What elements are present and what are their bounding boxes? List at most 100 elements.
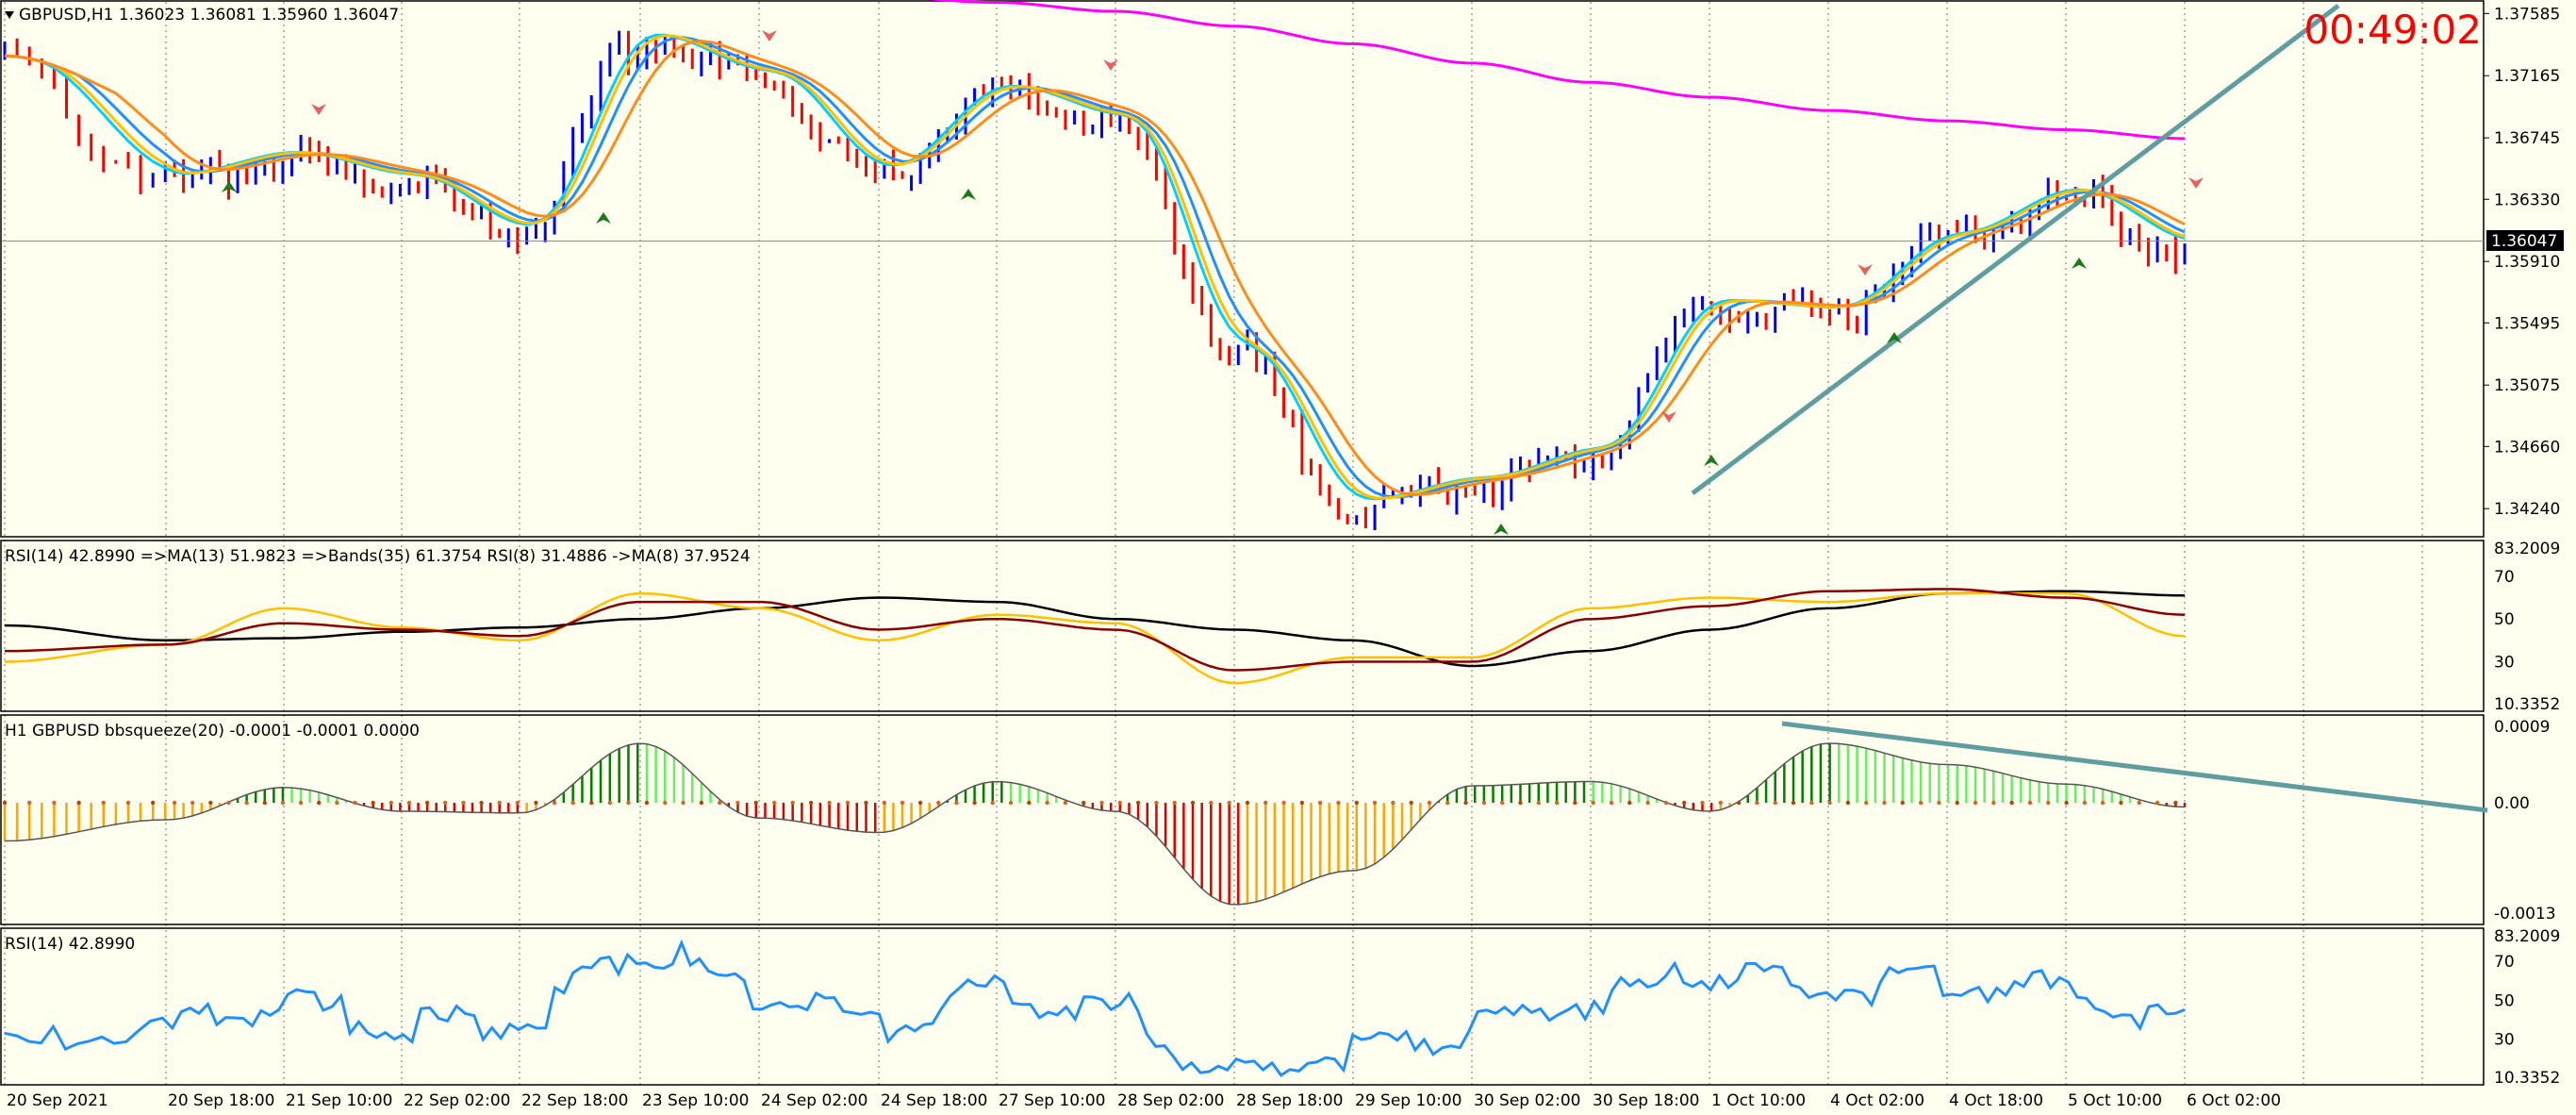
rsi-ma-panel-label: RSI(14) 42.8990 =>MA(13) 51.9823 =>Bands… — [5, 547, 751, 566]
price-axis-label: 1.35075 — [2494, 376, 2560, 395]
time-axis-label: 30 Sep 02:00 — [1474, 1091, 1580, 1110]
bbsqueeze-panel — [2, 721, 2488, 906]
squeeze-dot — [1227, 800, 1231, 806]
squeeze-dot — [1372, 800, 1378, 806]
buy-signal-arrow-icon — [961, 189, 976, 200]
squeeze-dot — [772, 800, 777, 806]
squeeze-dot — [1573, 800, 1577, 806]
squeeze-dot — [1864, 800, 1869, 806]
ma-yellow-line — [4, 34, 2186, 500]
squeeze-dot — [936, 800, 941, 806]
axes: 20 Sep 2021 20 Sep 18:00 21 Sep 10:00 22 Se… — [7, 5, 2560, 1110]
time-axis-label: 29 Sep 10:00 — [1355, 1091, 1461, 1110]
rsi-axis-label: 30 — [2494, 1031, 2515, 1050]
time-axis-label: 5 Oct 10:00 — [2068, 1091, 2162, 1110]
squeeze-dot — [2046, 800, 2051, 806]
squeeze-dot — [1209, 800, 1214, 806]
squeeze-dot — [699, 800, 704, 806]
squeeze-dot — [52, 800, 57, 806]
squeeze-dot — [990, 800, 995, 806]
squeeze-dot — [900, 800, 905, 806]
time-axis-label: 22 Sep 02:00 — [404, 1091, 510, 1110]
squeeze-envelope — [4, 742, 2186, 906]
squeeze-dot — [1427, 800, 1432, 806]
squeeze-dot — [2100, 800, 2105, 806]
squeeze-dot — [1245, 800, 1250, 806]
price-axis-label: 1.37165 — [2494, 67, 2560, 86]
time-axis-label: 27 Sep 10:00 — [999, 1091, 1105, 1110]
buy-signal-arrow-icon — [1494, 524, 1509, 535]
squeeze-dot — [497, 800, 502, 806]
price-panel-frame — [0, 0, 2485, 538]
squeeze-dot — [827, 800, 832, 806]
price-axis-label: 1.37585 — [2494, 5, 2560, 24]
squeeze-dot — [125, 800, 131, 806]
squeeze-dot — [2155, 800, 2160, 806]
squeeze-dot — [1082, 800, 1086, 806]
squeeze-dot — [1409, 800, 1413, 806]
squeeze-dot — [681, 800, 685, 806]
sell-signal-arrow-icon — [1858, 264, 1873, 275]
bbsqueeze-axis-label: -0.0013 — [2494, 905, 2556, 924]
squeeze-dot — [1955, 800, 1959, 806]
time-axis-label: 22 Sep 18:00 — [521, 1091, 628, 1110]
squeeze-dot — [2173, 800, 2178, 806]
squeeze-dot — [1554, 800, 1560, 806]
buy-signal-arrow-icon — [1887, 332, 1902, 343]
long-ma-line — [926, 0, 2186, 141]
rsi-axis-label: 83.2009 — [2494, 927, 2560, 946]
chart-menu-triangle-icon[interactable] — [5, 11, 14, 19]
bbsqueeze-axis-label: 0.00 — [2494, 794, 2530, 813]
squeeze-dot — [515, 800, 520, 806]
squeeze-dot — [607, 800, 613, 806]
price-panel — [2, 0, 2484, 535]
squeeze-dot — [1354, 800, 1359, 806]
squeeze-dot — [1172, 800, 1177, 806]
bid-price-box — [2486, 230, 2564, 251]
time-axis-label: 20 Sep 2021 — [7, 1091, 108, 1110]
squeeze-dot — [2119, 800, 2123, 806]
symbol-label: GBPUSD,H1 1.36023 1.36081 1.35960 1.3604… — [19, 6, 399, 25]
squeeze-dot — [1627, 800, 1632, 806]
squeeze-dot — [1736, 800, 1742, 806]
squeeze-dot — [317, 800, 322, 806]
rsi-panel — [4, 939, 2186, 1077]
squeeze-dot — [1299, 800, 1305, 806]
panel-labels: GBPUSD,H1 1.36023 1.36081 1.35960 1.3604… — [5, 6, 751, 954]
squeeze-dot — [534, 800, 538, 806]
squeeze-dot — [1681, 800, 1687, 806]
squeeze-dot — [1536, 800, 1541, 806]
squeeze-dot — [552, 800, 557, 806]
squeeze-dot — [954, 800, 959, 806]
rsi-ma-axis-label: 30 — [2494, 653, 2515, 672]
squeeze-dot — [1499, 800, 1505, 806]
squeeze-dot — [76, 800, 81, 806]
rsi-axis-label: 50 — [2494, 991, 2515, 1010]
time-axis-label: 4 Oct 18:00 — [1949, 1091, 2043, 1110]
time-axis-label: 20 Sep 18:00 — [168, 1091, 274, 1110]
squeeze-dot — [1918, 800, 1924, 806]
squeeze-dot — [1700, 800, 1705, 806]
squeeze-dot — [808, 800, 814, 806]
squeeze-dot — [1663, 800, 1669, 806]
squeeze-dot — [663, 800, 668, 806]
squeeze-dot — [1336, 800, 1341, 806]
squeeze-dot — [150, 800, 156, 806]
squeeze-dot — [1991, 800, 1996, 806]
squeeze-dot — [1845, 800, 1851, 806]
squeeze-dot — [845, 800, 850, 806]
squeeze-dot — [972, 800, 977, 806]
squeeze-dot — [1008, 800, 1014, 806]
buy-signal-arrow-icon — [2072, 258, 2087, 269]
price-axis-label: 1.35495 — [2494, 314, 2560, 333]
price-axis-label: 1.34660 — [2494, 438, 2560, 457]
ma-orange-line — [4, 40, 2186, 496]
price-axis-label: 1.34240 — [2494, 500, 2560, 519]
rsi-ma-axis-label: 70 — [2494, 568, 2515, 587]
rsi8-ma-line — [4, 591, 2186, 685]
squeeze-dot — [1135, 800, 1141, 806]
squeeze-dot — [917, 800, 923, 806]
sell-signal-arrow-icon — [311, 104, 326, 115]
squeeze-dot — [479, 800, 484, 806]
